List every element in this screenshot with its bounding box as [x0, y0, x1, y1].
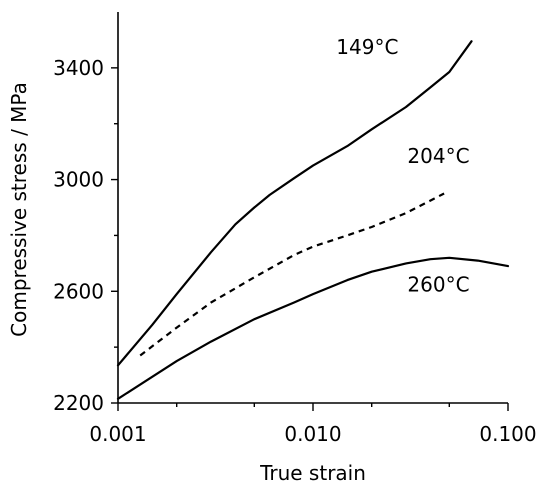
- series-line-2: [116, 256, 510, 400]
- series-label-1: 204°C: [407, 144, 469, 168]
- y-tick-label: 3400: [53, 56, 104, 80]
- y-tick-label: 2600: [53, 279, 104, 303]
- x-tick-label: 0.010: [284, 422, 341, 446]
- x-axis-title: True strain: [259, 461, 366, 485]
- series-labels: 149°C 204°C 260°C: [336, 35, 469, 296]
- series-label-0: 149°C: [336, 35, 398, 59]
- y-tick-label: 3000: [53, 168, 104, 192]
- x-tick-label: 0.001: [89, 422, 146, 446]
- series-line-1: [139, 192, 445, 357]
- series-line-0: [116, 40, 473, 367]
- x-tick-label: 0.100: [479, 422, 536, 446]
- y-tick-label: 2200: [53, 391, 104, 415]
- series-lines: [116, 40, 510, 400]
- y-axis-title: Compressive stress / MPa: [7, 82, 31, 337]
- ticks: 2200 2600 3000 3400 0.001 0.010 0.100: [53, 56, 537, 446]
- series-label-2: 260°C: [407, 272, 469, 296]
